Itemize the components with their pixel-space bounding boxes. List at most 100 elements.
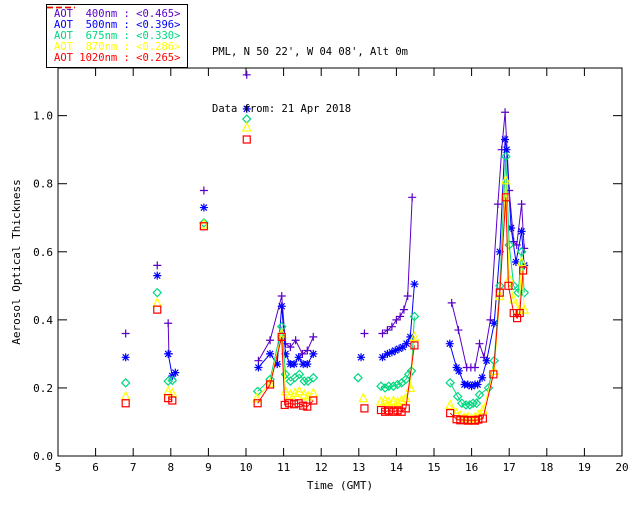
plus-marker — [501, 108, 510, 117]
square-marker — [384, 406, 393, 415]
diamond-marker — [392, 379, 403, 390]
plus-marker — [387, 322, 396, 331]
y-tick-label: 0.0 — [33, 450, 53, 463]
legend-box: AOT 400nm : <0.465> AOT 500nm : <0.396> AO… — [46, 4, 189, 68]
asterisk-marker — [383, 349, 392, 358]
asterisk-marker — [357, 353, 366, 362]
x-tick-label: 10 — [239, 461, 252, 474]
x-tick-label: 11 — [277, 461, 290, 474]
plus-marker — [153, 261, 162, 270]
asterisk-marker — [454, 366, 463, 375]
asterisk-marker — [391, 346, 400, 355]
plot-border — [57, 67, 623, 457]
asterisk-marker — [398, 343, 407, 352]
square-marker — [168, 396, 177, 405]
square-marker — [512, 314, 522, 323]
asterisk-marker — [402, 339, 411, 348]
asterisk-marker — [473, 380, 482, 389]
square-marker — [277, 332, 286, 341]
asterisk-marker — [281, 349, 290, 358]
plus-marker — [392, 315, 401, 324]
asterisk-marker — [490, 319, 499, 328]
diamond-marker — [294, 369, 305, 380]
x-tick-label: 13 — [352, 461, 365, 474]
square-marker — [303, 402, 312, 411]
asterisk-marker — [406, 332, 415, 341]
diamond-marker — [353, 372, 363, 383]
x-tick-label: 8 — [167, 461, 174, 474]
square-marker — [401, 404, 410, 413]
square-marker — [495, 288, 504, 297]
x-tick-label: 19 — [578, 461, 591, 474]
triangle-marker — [508, 293, 519, 304]
asterisk-marker — [171, 368, 180, 377]
x-tick-label: 9 — [205, 461, 212, 474]
asterisk-marker — [309, 349, 318, 358]
triangle-marker — [516, 256, 527, 267]
square-marker — [446, 409, 455, 418]
asterisk-marker — [511, 258, 520, 266]
triangle-marker — [392, 396, 403, 407]
diamond-marker — [409, 311, 420, 322]
y-axis-label: Aerosol Optical Thickness — [10, 179, 23, 345]
legend-label: AOT 500nm : <0.396> — [54, 18, 181, 31]
asterisk-marker — [445, 339, 454, 348]
data-date: Data from: 21 Apr 2018 — [212, 103, 352, 115]
diamond-marker — [504, 240, 515, 250]
diamond-marker — [120, 377, 131, 388]
x-tick-label: 20 — [615, 461, 628, 474]
plus-marker — [470, 363, 479, 372]
plus-marker — [303, 346, 312, 355]
asterisk-marker — [507, 223, 516, 232]
square-marker — [504, 281, 513, 290]
x-tick-label: 14 — [390, 461, 404, 474]
plus-marker — [254, 356, 263, 365]
y-tick-label: 0.4 — [33, 314, 53, 327]
series-line-aot-400nm — [382, 197, 413, 334]
diamond-marker — [516, 246, 527, 257]
plus-marker — [291, 336, 300, 345]
square-marker — [360, 404, 369, 413]
square-marker — [309, 396, 318, 405]
x-tick-label: 16 — [465, 461, 478, 474]
plus-marker — [266, 336, 275, 345]
asterisk-marker — [299, 360, 308, 369]
asterisk-marker — [303, 360, 312, 369]
square-marker — [470, 416, 480, 425]
legend-label: AOT 675nm : <0.330> — [54, 29, 181, 42]
asterisk-marker — [478, 373, 487, 382]
y-tick-label: 0.6 — [33, 246, 53, 259]
square-marker — [294, 399, 303, 408]
square-marker — [199, 222, 208, 231]
plus-marker — [199, 186, 208, 195]
square-marker — [253, 399, 262, 408]
triangle-marker — [396, 394, 407, 405]
asterisk-marker — [242, 104, 251, 113]
x-tick-label: 17 — [503, 461, 516, 474]
asterisk-marker — [378, 353, 387, 362]
triangle-marker — [265, 376, 276, 387]
plus-marker — [286, 343, 295, 352]
triangle-marker — [120, 390, 131, 401]
square-marker — [164, 394, 173, 403]
plus-marker — [408, 193, 417, 202]
plus-marker — [403, 292, 412, 301]
triangle-marker — [294, 385, 305, 396]
series-line-aot-675nm — [380, 316, 415, 389]
triangle-marker — [400, 392, 411, 403]
x-tick-label: 12 — [315, 461, 328, 474]
triangle-marker — [445, 399, 456, 410]
asterisk-marker — [266, 349, 275, 358]
asterisk-marker — [495, 247, 504, 256]
square-marker — [299, 401, 308, 410]
triangle-marker — [409, 331, 420, 341]
asterisk-marker — [164, 349, 173, 358]
diamond-marker — [474, 389, 485, 400]
asterisk-marker — [121, 353, 130, 362]
diamond-marker — [445, 377, 456, 388]
legend-label: AOT 400nm : <0.465> — [54, 7, 181, 20]
plus-marker — [396, 312, 405, 321]
asterisk-marker — [452, 363, 461, 372]
plus-marker — [517, 200, 526, 209]
